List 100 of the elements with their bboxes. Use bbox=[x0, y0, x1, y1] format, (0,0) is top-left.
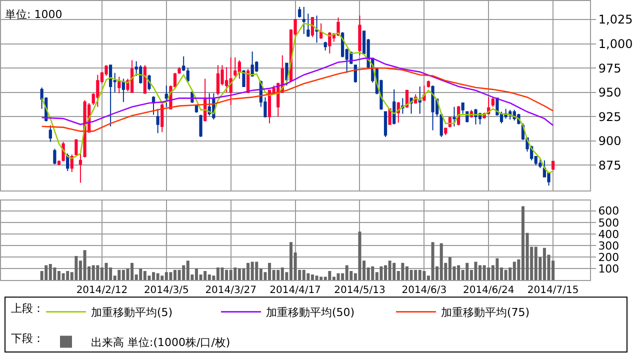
candlestick bbox=[324, 41, 327, 52]
candlestick bbox=[216, 64, 220, 96]
bar bbox=[431, 242, 434, 280]
bar bbox=[83, 250, 86, 280]
candlestick bbox=[229, 56, 232, 106]
x-tick-label: 2014/6/3 bbox=[402, 285, 447, 296]
candlestick bbox=[118, 76, 121, 94]
candlestick bbox=[426, 80, 430, 88]
bar bbox=[238, 268, 241, 280]
bar bbox=[48, 264, 52, 280]
legend-label: 出来高 単位:(1000株/口/枚) bbox=[91, 336, 230, 350]
candlestick bbox=[285, 62, 288, 86]
candlestick bbox=[422, 85, 426, 102]
bar bbox=[392, 262, 396, 280]
candlestick bbox=[384, 111, 388, 138]
x-tick-label: 2014/4/17 bbox=[270, 285, 321, 296]
bar bbox=[504, 270, 508, 280]
bar bbox=[280, 268, 284, 280]
candlestick bbox=[122, 78, 125, 103]
bar bbox=[169, 272, 172, 280]
bar bbox=[302, 270, 306, 280]
candlestick bbox=[396, 102, 400, 123]
bar bbox=[496, 258, 499, 280]
bar bbox=[160, 276, 164, 280]
candlestick bbox=[298, 6, 302, 18]
candlestick bbox=[160, 102, 164, 133]
line-series bbox=[41, 67, 554, 132]
candlestick bbox=[431, 85, 434, 131]
bar bbox=[122, 270, 125, 280]
x-tick-label: 2014/6/24 bbox=[462, 285, 514, 296]
candlestick bbox=[156, 108, 160, 134]
y-tick-label: 900 bbox=[598, 134, 622, 148]
candlestick bbox=[152, 96, 156, 116]
bar bbox=[225, 270, 228, 280]
bar bbox=[186, 260, 190, 280]
candlestick bbox=[392, 88, 396, 125]
bar bbox=[156, 273, 160, 280]
bar bbox=[440, 243, 443, 280]
bar bbox=[229, 270, 232, 280]
bar bbox=[74, 256, 78, 280]
bar bbox=[92, 265, 95, 280]
y-tick-label: 1,000 bbox=[598, 36, 633, 51]
text: 下段： bbox=[11, 332, 44, 345]
candlestick bbox=[178, 66, 181, 74]
y-tick-label: 950 bbox=[598, 86, 622, 100]
y-tick-label: 100 bbox=[598, 262, 620, 276]
bar bbox=[143, 270, 146, 280]
candlestick bbox=[182, 56, 186, 72]
candlestick bbox=[302, 6, 306, 35]
candlestick bbox=[139, 64, 142, 84]
candlestick bbox=[74, 138, 78, 157]
line-series bbox=[41, 22, 554, 174]
bar bbox=[534, 246, 538, 280]
candlestick bbox=[444, 128, 448, 136]
candlestick bbox=[452, 106, 456, 127]
y-tick-label: 975 bbox=[598, 61, 622, 76]
bar bbox=[422, 270, 426, 280]
candlestick bbox=[48, 124, 52, 142]
y-tick-label: 1,025 bbox=[598, 12, 633, 27]
candlestick bbox=[186, 68, 190, 84]
x-tick-label: 2014/2/12 bbox=[76, 285, 128, 296]
bar bbox=[250, 262, 254, 280]
bar bbox=[96, 265, 100, 280]
bar bbox=[328, 270, 332, 280]
bar bbox=[164, 272, 168, 280]
y-tick-label: 500 bbox=[598, 216, 620, 230]
bar bbox=[139, 268, 142, 280]
x-tick-label: 2014/3/5 bbox=[144, 285, 189, 296]
candlestick bbox=[306, 13, 310, 38]
candlestick bbox=[315, 15, 318, 44]
bar bbox=[418, 270, 422, 280]
y-tick-label: 200 bbox=[598, 250, 620, 264]
candlestick bbox=[109, 64, 112, 127]
bar bbox=[487, 268, 490, 280]
y-tick-label: 600 bbox=[598, 204, 620, 218]
bar bbox=[512, 262, 516, 280]
candlestick bbox=[552, 160, 555, 171]
legend-label: 加重移動平均(5) bbox=[91, 306, 173, 320]
candlestick bbox=[234, 56, 237, 78]
candlestick bbox=[491, 96, 494, 108]
bar bbox=[388, 260, 392, 280]
candlestick bbox=[418, 86, 422, 114]
bar bbox=[53, 268, 56, 280]
candlestick bbox=[358, 15, 362, 56]
candlestick bbox=[66, 153, 70, 172]
candlestick bbox=[268, 90, 272, 124]
bar bbox=[336, 273, 340, 280]
line-series bbox=[41, 58, 554, 126]
candlestick bbox=[130, 60, 134, 93]
candlestick bbox=[242, 69, 246, 88]
bar bbox=[380, 266, 383, 280]
bar bbox=[401, 262, 404, 280]
candlestick bbox=[70, 154, 74, 173]
y-tick-label: 875 bbox=[598, 158, 622, 172]
bar bbox=[118, 270, 121, 280]
candlestick bbox=[320, 22, 323, 40]
bar bbox=[276, 270, 280, 280]
candlestick bbox=[194, 104, 198, 114]
bar bbox=[414, 270, 418, 280]
candlestick bbox=[164, 85, 168, 108]
